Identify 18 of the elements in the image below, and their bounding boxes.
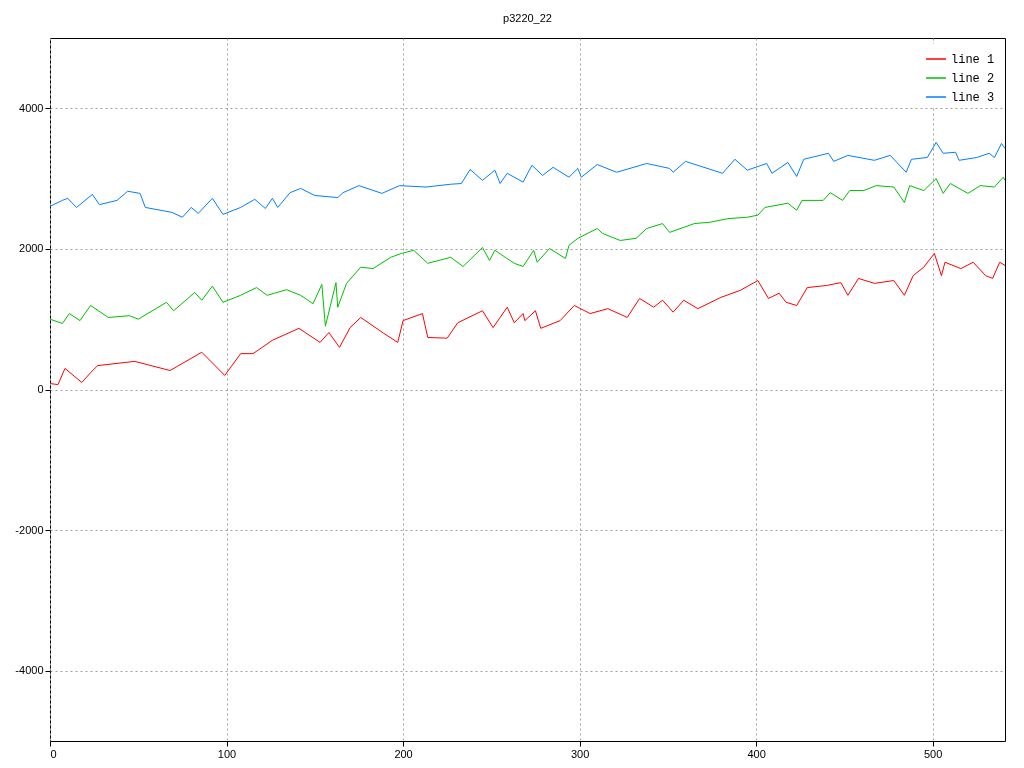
line-series — [50, 176, 1005, 327]
legend-label: line 3 — [951, 91, 995, 105]
chart-title: p3220_22 — [503, 12, 552, 24]
legend-label: line 2 — [951, 72, 995, 86]
line-series — [50, 141, 1005, 218]
y-tick-label: 4000 — [19, 101, 44, 114]
x-tick-label: 0 — [50, 747, 57, 760]
x-tick-label: 300 — [570, 747, 590, 760]
y-tick-label: -2000 — [15, 523, 44, 536]
x-tick-label: 200 — [394, 747, 413, 760]
x-tick-label: 500 — [923, 747, 943, 760]
y-tick-label: 0 — [37, 383, 44, 395]
x-tick-label: 100 — [217, 747, 237, 760]
legend-label: line 1 — [951, 53, 995, 67]
y-tick-label: -4000 — [15, 664, 44, 677]
x-tick-label: 400 — [747, 747, 766, 760]
y-tick-label: 2000 — [19, 242, 44, 255]
line-series — [50, 252, 1005, 386]
